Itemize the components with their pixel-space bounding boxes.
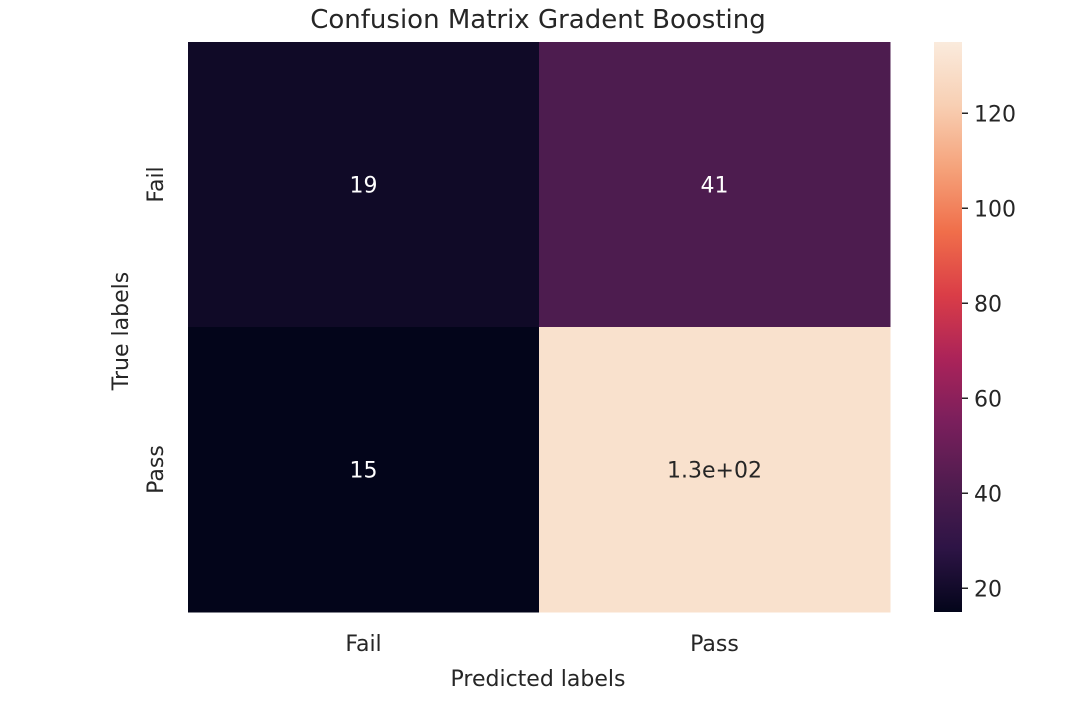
y-axis-ticks: Fail Pass — [144, 166, 169, 494]
colorbar-tick-label: 80 — [974, 292, 1002, 317]
chart-title: Confusion Matrix Gradent Boosting — [310, 5, 766, 35]
x-axis-ticks: Fail Pass — [345, 632, 739, 657]
colorbar-ticks: 20 40 60 80 100 120 — [962, 102, 1016, 602]
y-tick-label: Pass — [144, 445, 169, 494]
heatmap-cell — [188, 327, 540, 613]
heatmap-cells — [188, 42, 891, 613]
colorbar-tick-label: 100 — [974, 197, 1016, 222]
colorbar-tick-label: 20 — [974, 577, 1002, 602]
colorbar-tick-label: 120 — [974, 102, 1016, 127]
colorbar — [934, 42, 962, 612]
colorbar-tick-label: 60 — [974, 387, 1002, 412]
cell-value-label: 1.3e+02 — [667, 459, 762, 484]
x-tick-label: Pass — [690, 632, 739, 657]
x-tick-label: Fail — [345, 632, 381, 657]
heatmap-cell — [539, 42, 891, 328]
x-axis-label: Predicted labels — [451, 667, 626, 692]
y-axis-label: True labels — [109, 272, 134, 391]
heatmap-cell — [188, 42, 540, 328]
colorbar-tick-label: 40 — [974, 482, 1002, 507]
cell-value-label: 41 — [701, 174, 729, 199]
cell-value-label: 19 — [350, 174, 378, 199]
y-tick-label: Fail — [144, 166, 169, 202]
cell-value-label: 15 — [350, 459, 378, 484]
heatmap-cell — [539, 327, 891, 613]
heatmap-cell-labels: 19 41 15 1.3e+02 — [350, 174, 762, 484]
